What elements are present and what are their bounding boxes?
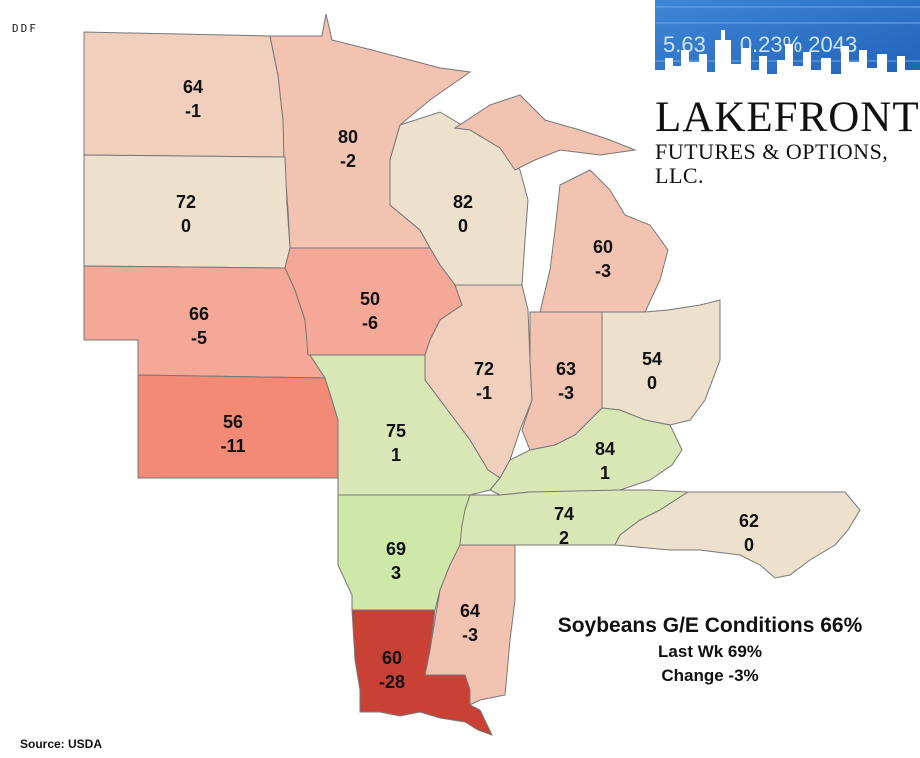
state-change-la: -28	[379, 672, 405, 692]
state-value-ms: 64	[460, 601, 480, 621]
state-value-il: 72	[474, 359, 494, 379]
source-note: Source: USDA	[20, 737, 103, 751]
state-mi-lower	[539, 169, 669, 313]
summary-change: Change -3%	[661, 666, 759, 685]
state-value-ar: 69	[386, 539, 406, 559]
state-change-oh: 0	[647, 373, 657, 393]
state-value-oh: 54	[642, 349, 662, 369]
state-change-ne: -5	[191, 328, 207, 348]
state-change-in: -3	[558, 383, 574, 403]
state-value-ia: 50	[360, 289, 380, 309]
state-value-mi: 60	[593, 237, 613, 257]
logo-subtitle: FUTURES & OPTIONS, LLC.	[655, 139, 889, 188]
state-change-nd: -1	[185, 101, 201, 121]
logo-title: LAKEFRONT	[655, 94, 920, 141]
state-value-la: 60	[382, 648, 402, 668]
state-value-nc: 62	[739, 511, 759, 531]
state-value-in: 63	[556, 359, 576, 379]
state-change-ky: 1	[600, 463, 610, 483]
state-change-tn: 2	[559, 528, 569, 548]
summary-headline: Soybeans G/E Conditions 66%	[557, 614, 863, 637]
state-value-mo: 75	[386, 421, 406, 441]
state-value-ne: 66	[189, 304, 209, 324]
state-change-ia: -6	[362, 313, 378, 333]
state-mi	[453, 94, 637, 171]
skyline-banner-image: 5.63 ▲ 0.23% 2043	[655, 0, 920, 92]
state-value-tn: 74	[554, 504, 574, 524]
state-change-wi: 0	[458, 216, 468, 236]
state-change-ks: -11	[220, 436, 245, 456]
state-change-nc: 0	[744, 535, 754, 555]
summary-last-week: Last Wk 69%	[658, 642, 762, 661]
state-value-nd: 64	[183, 77, 203, 97]
state-value-mn: 80	[338, 127, 358, 147]
state-value-ks: 56	[223, 412, 243, 432]
state-change-mi: -3	[595, 261, 611, 281]
lakefront-logo: 5.63 ▲ 0.23% 2043 LAKEFRONT FUTURES & OP…	[655, 0, 920, 188]
state-ky	[489, 407, 683, 496]
condition-summary: Soybeans G/E Conditions 66% Last Wk 69% …	[520, 612, 900, 688]
state-value-sd: 72	[176, 192, 196, 212]
svg-text:5.63 ▲ 0.23% 2043: 5.63 ▲ 0.23% 2043	[663, 32, 857, 57]
state-value-ky: 84	[595, 439, 615, 459]
state-change-ms: -3	[462, 625, 478, 645]
state-change-mo: 1	[391, 445, 401, 465]
state-change-il: -1	[476, 383, 492, 403]
state-change-sd: 0	[181, 216, 191, 236]
state-nc	[614, 491, 861, 579]
watermark-ddf: DDF	[12, 22, 38, 35]
state-change-mn: -2	[340, 151, 356, 171]
state-la	[351, 609, 493, 736]
state-value-wi: 82	[453, 192, 473, 212]
state-change-ar: 3	[391, 563, 401, 583]
